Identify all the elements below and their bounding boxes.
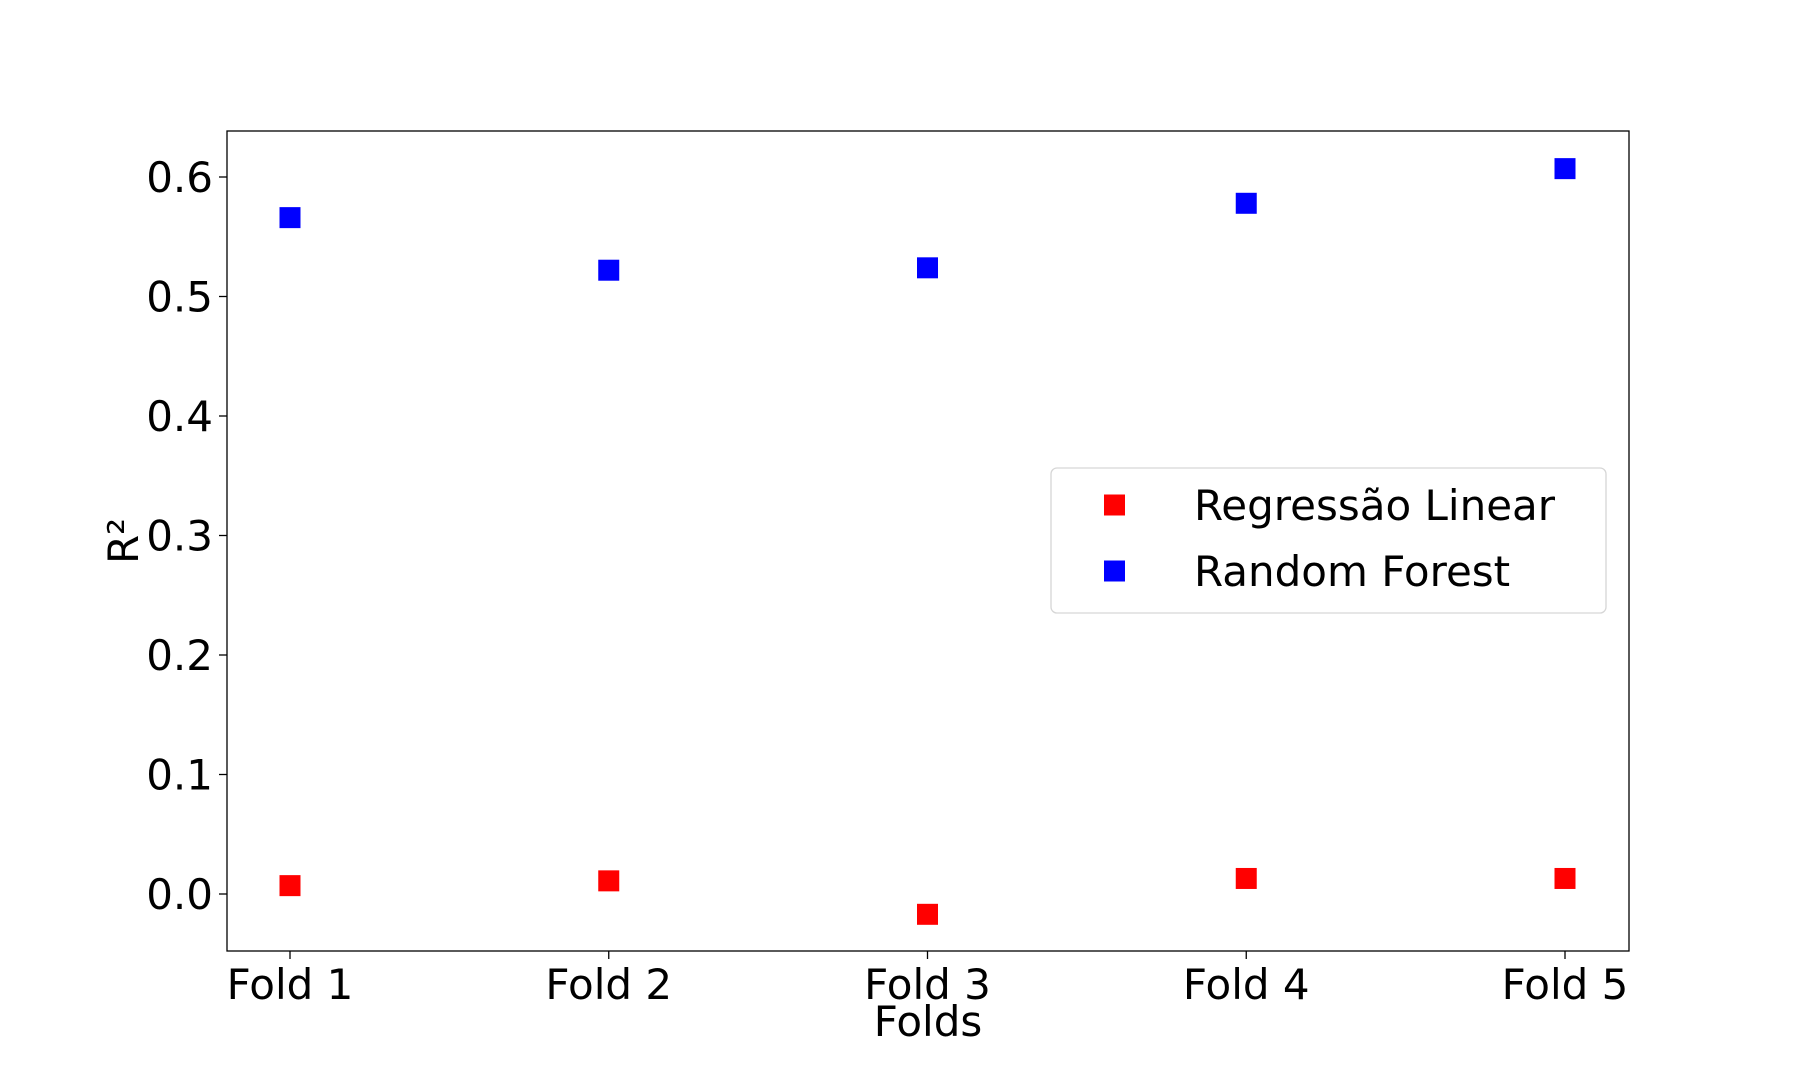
data-point-regress-o-linear [279,875,301,897]
data-point-regress-o-linear [1235,867,1257,889]
y-axis: 0.0 0.1 0.2 0.3 0.4 0.5 0.6 [146,153,227,919]
data-points [279,158,1576,925]
data-point-regress-o-linear [598,870,620,892]
x-tick-label: Fold 1 [227,960,354,1009]
data-point-regress-o-linear [917,903,938,925]
y-tick-label: 0.6 [146,153,213,202]
legend: Regressão Linear Random Forest [1050,467,1607,614]
legend-marker-regress-o-linear [1104,494,1125,516]
legend-label-regress-o-linear: Regressão Linear [1194,481,1556,530]
data-point-random-forest [279,207,301,229]
y-tick-label: 0.1 [146,751,213,800]
data-point-random-forest [598,259,620,281]
y-tick-label: 0.4 [146,392,213,441]
x-tick-label: Fold 2 [545,960,672,1009]
y-tick-label: 0.3 [146,512,213,561]
x-tick-label: Fold 3 [864,960,991,1009]
x-tick-label: Fold 5 [1502,960,1629,1009]
data-point-random-forest [917,257,938,279]
legend-marker-random-forest [1104,560,1125,582]
x-axis: Fold 1 Fold 2 Fold 3 Fold 4 Fold 5 [227,951,1629,1009]
data-point-random-forest [1235,192,1257,214]
legend-box [1050,467,1607,614]
x-axis-label: Folds [874,997,983,1046]
legend-label-random-forest: Random Forest [1194,547,1510,596]
x-tick-label: Fold 4 [1183,960,1310,1009]
data-point-regress-o-linear [1554,867,1576,889]
y-tick-label: 0.2 [146,631,213,680]
y-tick-label: 0.5 [146,273,213,322]
y-tick-label: 0.0 [146,870,213,919]
y-axis-label: R² [99,518,148,564]
data-point-random-forest [1554,158,1576,180]
